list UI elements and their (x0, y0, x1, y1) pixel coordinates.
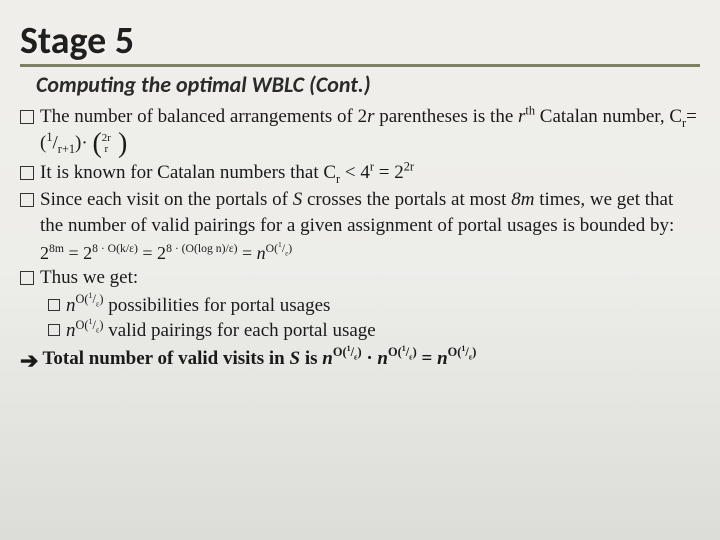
bullet-item: Thus we get: (20, 265, 700, 291)
bullet-item: It is known for Catalan numbers that Cr … (20, 160, 700, 186)
slide-title: Stage 5 (20, 18, 700, 64)
final-line: ➔ Total number of valid visits in S is n… (20, 346, 700, 376)
bullet-text: Thus we get: (40, 265, 700, 291)
bullet-text: nO(1/ε) valid pairings for each portal u… (66, 318, 700, 344)
slide-content: The number of balanced arrangements of 2… (20, 104, 700, 375)
bullet-item: The number of balanced arrangements of 2… (20, 104, 700, 158)
bullet-text: The number of balanced arrangements of 2… (40, 104, 700, 158)
slide-container: Stage 5 Computing the optimal WBLC (Cont… (0, 0, 720, 385)
bullet-icon (20, 166, 34, 180)
bullet-icon (48, 299, 60, 311)
bullet-text: It is known for Catalan numbers that Cr … (40, 160, 700, 186)
bullet-icon (48, 324, 60, 336)
bullet-text: nO(1/ε) possibilities for portal usages (66, 293, 700, 319)
bullet-text: Since each visit on the portals of S cro… (40, 187, 700, 238)
arrow-icon: ➔ (20, 346, 38, 376)
sub-bullet-item: nO(1/ε) valid pairings for each portal u… (48, 318, 700, 344)
sub-bullet-item: nO(1/ε) possibilities for portal usages (48, 293, 700, 319)
final-text: Total number of valid visits in S is nO(… (42, 346, 700, 372)
bullet-icon (20, 110, 34, 124)
title-underline (20, 64, 700, 67)
bullet-item: Since each visit on the portals of S cro… (20, 187, 700, 238)
bullet-icon (20, 193, 34, 207)
equation-line: 28m = 28 · O(k/ε) = 28 · (O(log n)/ε) = … (40, 241, 700, 265)
bullet-icon (20, 271, 34, 285)
slide-subtitle: Computing the optimal WBLC (Cont.) (36, 71, 700, 98)
